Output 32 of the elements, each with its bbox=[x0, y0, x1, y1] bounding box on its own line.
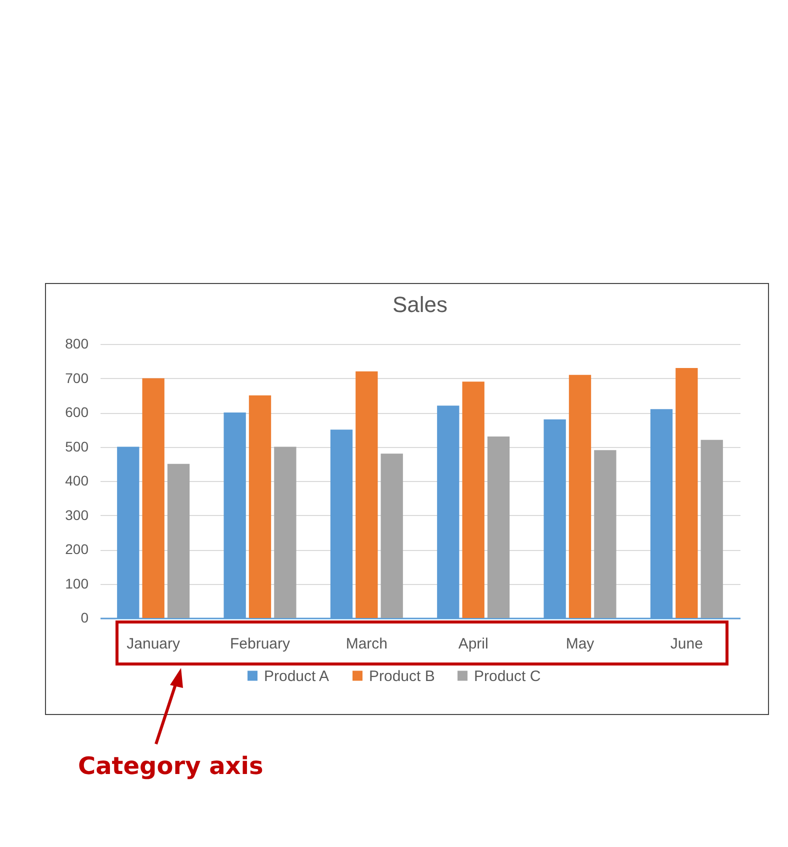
bar bbox=[462, 382, 484, 618]
y-tick-label: 600 bbox=[65, 404, 89, 420]
y-tick-label: 300 bbox=[65, 506, 89, 523]
bar bbox=[274, 446, 296, 618]
bar bbox=[700, 440, 723, 618]
x-tick-label: April bbox=[458, 636, 488, 652]
y-tick-label: 400 bbox=[65, 472, 89, 488]
x-tick-label: January bbox=[126, 636, 181, 652]
bar bbox=[167, 464, 190, 618]
chart-title: Sales bbox=[392, 292, 448, 317]
bar bbox=[380, 454, 403, 618]
y-tick-label: 700 bbox=[65, 370, 89, 386]
x-tick-label: June bbox=[670, 636, 703, 652]
text: Category axis bbox=[78, 752, 264, 780]
y-tick-label: 800 bbox=[65, 336, 89, 352]
legend-label: Product C bbox=[474, 668, 541, 685]
bar bbox=[568, 374, 592, 618]
y-tick-label: 100 bbox=[65, 575, 89, 592]
x-tick-label: March bbox=[346, 636, 388, 652]
x-tick-label: May bbox=[566, 636, 595, 652]
y-tick-label: 0 bbox=[80, 610, 89, 626]
legend-label: Product B bbox=[369, 668, 435, 685]
y-tick-label: 200 bbox=[65, 541, 89, 557]
bar bbox=[676, 368, 698, 618]
bar bbox=[487, 436, 510, 618]
bar bbox=[142, 378, 164, 618]
bar bbox=[594, 450, 616, 618]
bar bbox=[356, 371, 378, 618]
y-tick-label: 500 bbox=[65, 438, 89, 454]
legend-label: Product A bbox=[264, 668, 330, 685]
bar bbox=[248, 395, 272, 618]
x-tick-label: February bbox=[230, 636, 291, 652]
